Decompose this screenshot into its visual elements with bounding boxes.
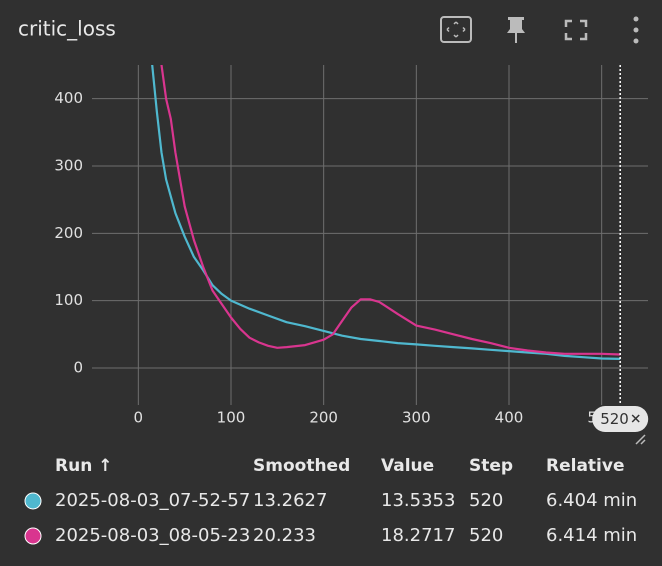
fullscreen-icon[interactable]: [564, 19, 588, 41]
series-line: [160, 65, 621, 356]
legend-cell: 520: [469, 490, 503, 511]
menu-icon[interactable]: [633, 16, 639, 44]
legend-header: Step: [469, 456, 513, 476]
close-icon[interactable]: [631, 414, 640, 423]
legend-cell: 6.414 min: [546, 525, 637, 546]
legend-cell: 13.2627: [253, 490, 327, 511]
legend-cell: 520: [469, 525, 503, 546]
series-line: [151, 65, 621, 360]
pin-icon[interactable]: [507, 17, 525, 43]
legend-swatch: [24, 492, 42, 510]
y-tick-label: 400: [54, 89, 83, 107]
cursor-label: 520: [600, 410, 629, 428]
legend-header: Relative: [546, 456, 624, 476]
legend-cell: 2025-08-03_07-52-57: [55, 490, 250, 511]
legend-cell: 20.233: [253, 525, 316, 546]
legend-cell: 6.404 min: [546, 490, 637, 511]
grid: 01002003004000100200300400500: [54, 65, 648, 427]
legend-swatch: [24, 527, 42, 545]
chart-title: critic_loss: [18, 17, 116, 41]
legend-header[interactable]: Run ↑: [55, 456, 112, 476]
fit-icon[interactable]: [440, 16, 472, 43]
y-tick-label: 200: [54, 224, 83, 242]
legend: Run ↑ Smoothed Value Step Relative 2025-08-03…: [24, 456, 637, 546]
x-tick-label: 400: [495, 409, 524, 427]
overlay: 520: [592, 65, 649, 445]
y-tick-label: 300: [54, 156, 83, 174]
y-tick-label: 100: [54, 291, 83, 309]
y-tick-label: 0: [73, 358, 83, 376]
legend-header: Value: [381, 456, 434, 476]
cursor-chip[interactable]: [592, 406, 649, 432]
legend-cell: 18.2717: [381, 525, 455, 546]
legend-cell: 13.5353: [381, 490, 455, 511]
resize-icon[interactable]: [635, 434, 646, 445]
x-tick-label: 100: [217, 409, 246, 427]
x-tick-label: 0: [134, 409, 144, 427]
x-tick-label: 300: [402, 409, 431, 427]
legend-header: Smoothed: [253, 456, 350, 476]
x-tick-label: 200: [309, 409, 338, 427]
legend-cell: 2025-08-03_08-05-23: [55, 525, 250, 546]
plot-area: [151, 65, 621, 360]
